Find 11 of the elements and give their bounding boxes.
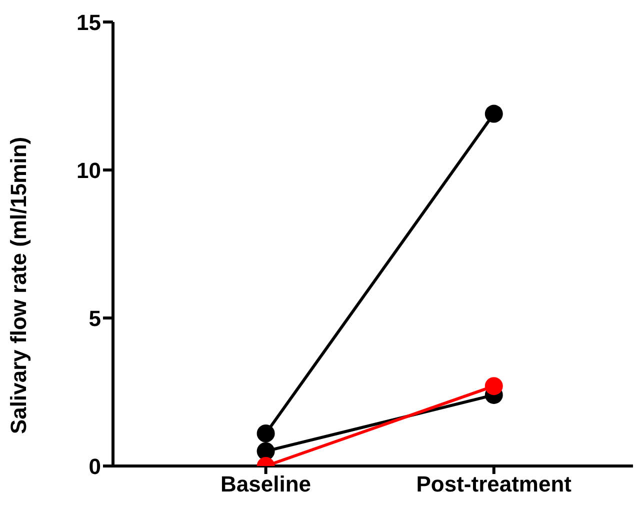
x-tick-label: Baseline	[220, 472, 312, 497]
point	[484, 104, 503, 123]
y-tick-label: 10	[76, 158, 101, 183]
point	[484, 377, 503, 396]
point	[256, 442, 275, 460]
x-tick-label: Post-treatment	[416, 472, 572, 497]
point	[256, 424, 275, 442]
y-tick-label: 15	[76, 10, 101, 35]
y-tick-label: 5	[88, 306, 101, 331]
y-tick-label: 0	[88, 454, 101, 479]
y-axis-title: Salivary flow rate (ml/15min)	[6, 136, 31, 434]
